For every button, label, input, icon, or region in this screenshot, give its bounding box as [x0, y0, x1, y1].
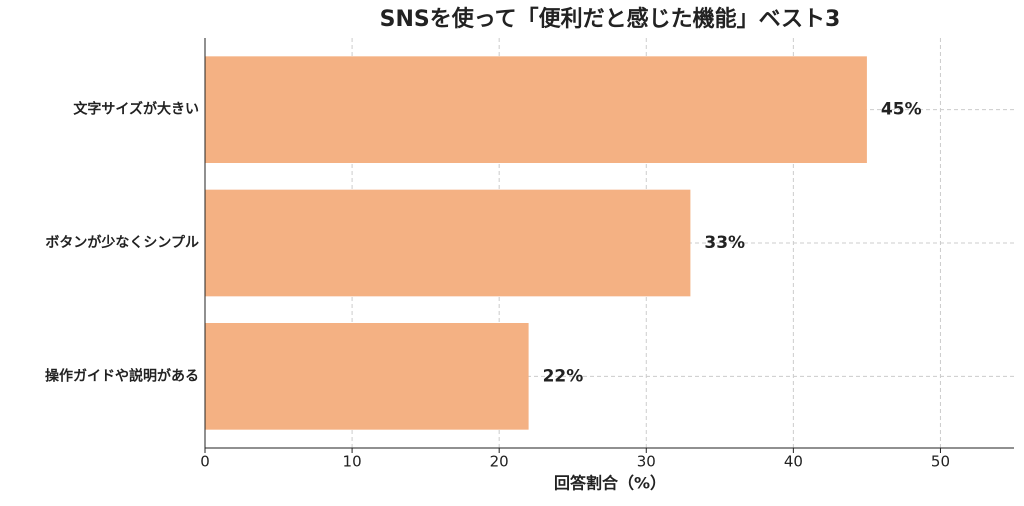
x-tick-label: 20 — [490, 453, 509, 471]
x-tick-label: 50 — [931, 453, 950, 471]
bar — [205, 189, 691, 297]
x-axis-label: 回答割合（%） — [554, 474, 666, 493]
chart-title: SNSを使って「便利だと感じた機能」ベスト3 — [380, 6, 841, 32]
data-label: 33% — [704, 233, 745, 253]
x-tick-label: 30 — [637, 453, 656, 471]
data-label: 22% — [543, 366, 584, 386]
bar — [205, 323, 529, 430]
y-tick-label: ボタンが少なくシンプル — [45, 234, 199, 251]
x-tick-label: 40 — [784, 453, 803, 471]
y-tick-label: 操作ガイドや説明がある — [45, 367, 199, 384]
data-label: 45% — [881, 100, 922, 120]
x-tick-label: 0 — [200, 453, 210, 471]
y-tick-label: 文字サイズが大きい — [73, 101, 199, 118]
bar — [205, 56, 867, 164]
x-tick-label: 10 — [343, 453, 362, 471]
